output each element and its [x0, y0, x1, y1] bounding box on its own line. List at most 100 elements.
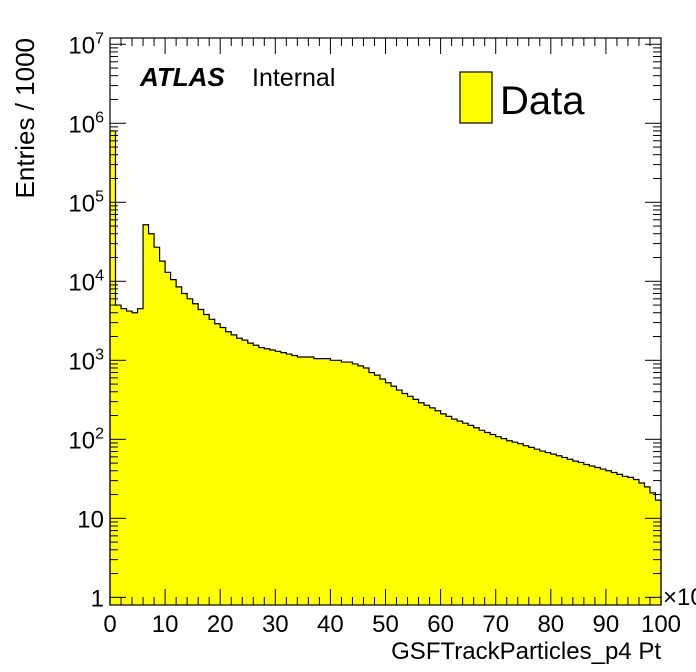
- histogram-bin: [495, 436, 502, 605]
- histogram-bin: [203, 314, 210, 605]
- histogram-bin: [391, 386, 397, 605]
- x-axis-ticks: 0 10 20 30 40 50 60 70 80 90 100: [103, 38, 681, 638]
- histogram-bin: [253, 345, 260, 605]
- histogram-bin: [600, 469, 607, 605]
- histogram-bin: [627, 477, 634, 605]
- histogram-bin: [567, 459, 574, 605]
- histogram-bin: [539, 451, 546, 605]
- histogram-bin: [512, 442, 519, 605]
- y-tick-label: 107: [68, 30, 104, 59]
- histogram-bin: [357, 365, 364, 605]
- histogram-bin: [583, 464, 590, 605]
- histogram-bin: [490, 434, 497, 605]
- histogram-bin: [264, 348, 271, 605]
- histogram-bin: [633, 479, 640, 605]
- histogram-bin: [225, 331, 232, 605]
- histogram-bin: [330, 360, 337, 605]
- histogram-bin: [550, 454, 557, 605]
- x-axis-exponent-label: ×10: [663, 584, 696, 611]
- histogram-bin: [424, 405, 430, 605]
- x-tick-label: 50: [372, 611, 399, 638]
- histogram-bin: [159, 261, 166, 605]
- histogram-bin: [385, 382, 392, 605]
- histogram-bin: [534, 449, 541, 605]
- histogram-bin: [440, 413, 447, 605]
- histogram-bin: [214, 323, 221, 605]
- histogram-bin: [148, 233, 155, 605]
- histogram-bin: [451, 419, 458, 605]
- histogram-bin: [517, 443, 524, 605]
- histogram-bin: [115, 305, 122, 605]
- histogram-bin: [407, 396, 414, 605]
- histogram-bin: [638, 482, 645, 605]
- legend: Data: [459, 71, 585, 124]
- histogram-bin: [572, 461, 579, 605]
- histogram-bin: [236, 338, 243, 605]
- legend-label: Data: [500, 79, 585, 123]
- y-tick-label: 105: [68, 188, 104, 217]
- histogram-bin: [589, 465, 596, 605]
- histogram-bin: [418, 402, 425, 605]
- x-axis-label: GSFTrackParticles_p4 Pt: [391, 638, 661, 665]
- histogram-bin: [379, 378, 386, 605]
- histogram-bin: [506, 440, 513, 605]
- histogram-bin: [446, 416, 453, 605]
- histogram-bin: [126, 311, 133, 605]
- histogram-bin: [346, 362, 353, 605]
- y-tick-label: 1: [91, 585, 104, 612]
- x-tick-label: 30: [262, 611, 289, 638]
- x-tick-label: 90: [593, 611, 620, 638]
- histogram-bin: [231, 334, 238, 605]
- histogram-bin: [468, 425, 475, 605]
- histogram-bin: [457, 421, 464, 605]
- histogram-bin: [594, 467, 601, 605]
- internal-label: Internal: [252, 64, 335, 92]
- histogram-bin: [605, 470, 612, 605]
- histogram-bin: [242, 340, 249, 605]
- histogram-bin: [313, 358, 320, 605]
- x-tick-label: 100: [641, 611, 681, 638]
- histogram-bin: [479, 430, 486, 605]
- x-tick-label: 10: [152, 611, 179, 638]
- histogram-bin: [561, 457, 568, 605]
- histogram-bin: [247, 343, 254, 605]
- histogram-bin: [209, 319, 216, 605]
- histogram-bin: [286, 354, 293, 605]
- legend-swatch: [459, 71, 493, 124]
- histogram-bin: [137, 308, 144, 605]
- histogram-bin: [484, 432, 491, 605]
- histogram-bin: [308, 357, 315, 605]
- histogram-bin: [545, 452, 552, 605]
- x-tick-label: 60: [427, 611, 454, 638]
- histogram-bin: [413, 399, 419, 605]
- atlas-label: ATLAS: [139, 62, 225, 92]
- histogram-bin: [319, 358, 326, 605]
- histogram-bin: [165, 272, 172, 605]
- histogram-bin: [220, 327, 227, 605]
- histogram-bin: [655, 500, 662, 605]
- histogram-bin: [176, 286, 183, 605]
- x-tick-label: 80: [537, 611, 564, 638]
- histogram-bin: [649, 492, 656, 605]
- histogram-bin: [462, 423, 469, 605]
- histogram-bin: [523, 445, 530, 605]
- x-tick-label: 40: [317, 611, 344, 638]
- histogram-bin: [258, 347, 265, 605]
- histogram-bin: [335, 360, 342, 605]
- histogram-bin: [198, 309, 205, 605]
- y-tick-label: 10: [77, 506, 104, 533]
- x-tick-label: 20: [207, 611, 234, 638]
- histogram-bin: [556, 455, 563, 605]
- histogram-bin: [170, 279, 177, 605]
- y-axis-ticks: 1 10 102 103 104 105 106 107: [68, 30, 661, 612]
- histogram-bin: [501, 438, 508, 605]
- histogram-bin: [121, 308, 127, 605]
- histogram-bars: [110, 130, 662, 606]
- histogram-bin: [341, 362, 348, 605]
- histogram-bin: [275, 351, 282, 605]
- histogram-outline: [109, 130, 662, 605]
- histogram-bin: [297, 357, 304, 605]
- histogram-bin: [644, 486, 651, 605]
- y-axis-label: Entries / 1000: [10, 38, 40, 198]
